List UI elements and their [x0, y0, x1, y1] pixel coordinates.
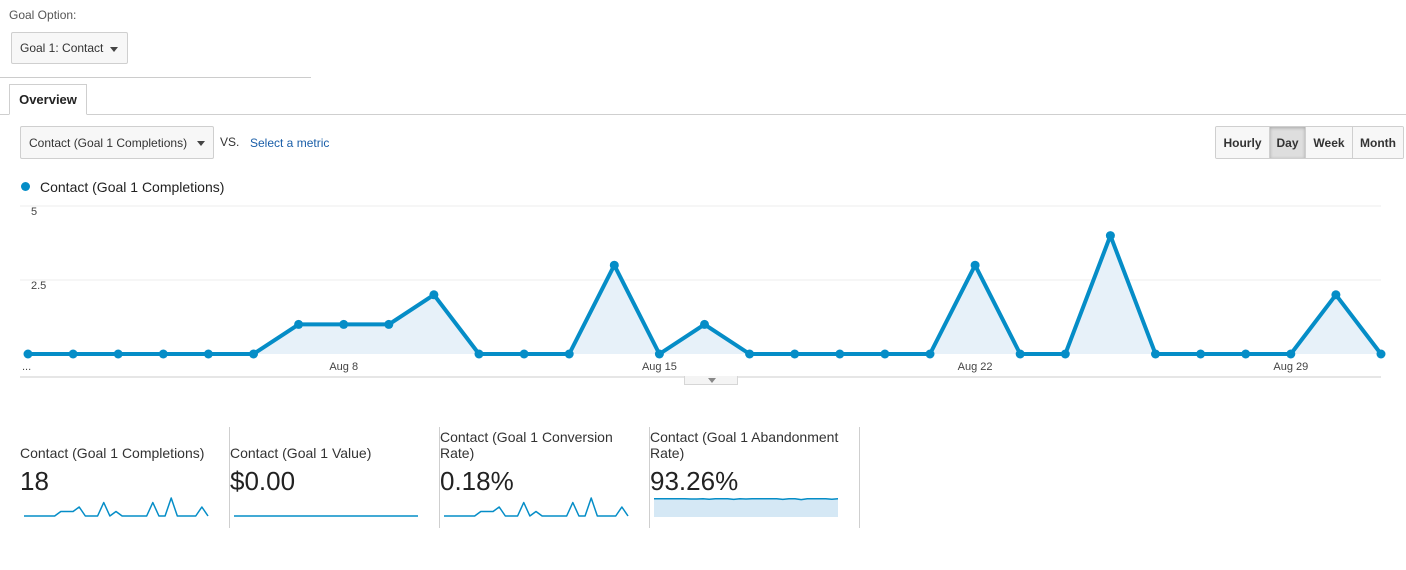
data-point[interactable]: [249, 349, 258, 359]
data-point[interactable]: [384, 319, 394, 329]
legend-dot-icon: [21, 182, 30, 191]
sparkline-line: [24, 497, 209, 517]
sparkline: [24, 497, 209, 517]
data-point[interactable]: [294, 319, 304, 329]
y-tick-label: 5: [31, 206, 37, 218]
data-point[interactable]: [1241, 349, 1251, 359]
y-tick-label: 2.5: [31, 280, 46, 292]
metric-value: $0.00: [230, 466, 296, 496]
sparkline: [444, 497, 629, 517]
vs-label: VS.: [220, 135, 240, 149]
tabs-divider: [0, 114, 1406, 115]
metric-card-completions[interactable]: Contact (Goal 1 Completions) 18: [20, 427, 230, 528]
hourly-button[interactable]: Hourly: [1216, 127, 1269, 158]
data-point[interactable]: [68, 349, 78, 359]
data-point[interactable]: [609, 260, 619, 270]
metric-label: Contact (Goal 1 Completions): [20, 445, 205, 461]
month-button[interactable]: Month: [1352, 127, 1403, 158]
metric-card-conversion-rate[interactable]: Contact (Goal 1 Conversion Rate) 0.18%: [440, 427, 650, 528]
metric-label: Contact (Goal 1 Value): [230, 445, 372, 461]
select-metric-link[interactable]: Select a metric: [250, 136, 330, 150]
data-point[interactable]: [654, 349, 664, 359]
x-tick-label: Aug 29: [1273, 361, 1308, 373]
x-tick-label: Aug 15: [642, 361, 677, 373]
goal-option-label: Goal Option:: [9, 8, 77, 22]
x-tick-label: ...: [22, 361, 31, 373]
data-point[interactable]: [1331, 290, 1341, 300]
sparkline: [234, 515, 418, 517]
data-point[interactable]: [1151, 349, 1160, 359]
data-point[interactable]: [1196, 349, 1206, 359]
metric-value: 93.26%: [650, 466, 739, 496]
data-point[interactable]: [880, 349, 890, 359]
data-point[interactable]: [970, 260, 980, 270]
data-point[interactable]: [700, 319, 709, 329]
primary-metric-selected: Contact (Goal 1 Completions): [29, 135, 188, 150]
chevron-down-icon: [708, 378, 716, 383]
data-point[interactable]: [1286, 349, 1296, 359]
x-tick-label: Aug 22: [958, 361, 993, 373]
metric-label: Contact (Goal 1 Conversion Rate): [440, 429, 613, 461]
data-point[interactable]: [339, 319, 349, 329]
primary-metric-dropdown[interactable]: Contact (Goal 1 Completions): [20, 126, 214, 159]
data-point[interactable]: [158, 349, 168, 359]
data-point[interactable]: [1060, 349, 1070, 359]
data-point[interactable]: [1105, 231, 1115, 241]
line-chart: 5 2.5... Aug 8 Aug 15 Aug 22 Aug 29: [20, 205, 1386, 378]
sparkline-line: [654, 498, 839, 501]
chevron-down-icon: [197, 141, 205, 146]
data-point[interactable]: [113, 349, 123, 359]
data-point[interactable]: [429, 290, 439, 300]
sparkline: [654, 498, 839, 517]
metric-label: Contact (Goal 1 Abandonment Rate): [650, 429, 839, 461]
metric-value: 18: [20, 466, 49, 496]
data-point[interactable]: [790, 349, 800, 359]
legend-label: Contact (Goal 1 Completions): [40, 179, 225, 195]
data-point[interactable]: [745, 349, 755, 359]
sparkline-area: [654, 498, 838, 517]
data-point[interactable]: [203, 349, 213, 359]
data-point[interactable]: [474, 349, 484, 359]
data-point[interactable]: [925, 349, 935, 359]
sparkline-line: [444, 497, 629, 517]
week-button[interactable]: Week: [1305, 127, 1352, 158]
area-fill: [28, 235, 1381, 354]
data-point[interactable]: [23, 349, 33, 359]
day-button[interactable]: Day: [1269, 127, 1305, 158]
metric-card-abandonment-rate[interactable]: Contact (Goal 1 Abandonment Rate) 93.26%: [650, 427, 860, 528]
divider: [0, 77, 311, 78]
chart-collapse-handle[interactable]: [684, 376, 738, 385]
time-range-toggle: Hourly Day Week Month: [1215, 126, 1404, 159]
tab-overview-label: Overview: [19, 92, 77, 107]
goal-option-dropdown[interactable]: Goal 1: Contact: [11, 32, 128, 64]
data-point[interactable]: [1015, 349, 1025, 359]
data-point[interactable]: [835, 349, 845, 359]
metric-value: 0.18%: [440, 466, 514, 496]
goal-option-selected: Goal 1: Contact: [20, 41, 104, 55]
x-tick-label: Aug 8: [329, 361, 358, 373]
data-point[interactable]: [519, 349, 529, 359]
metric-card-value[interactable]: Contact (Goal 1 Value) $0.00: [230, 427, 440, 528]
tab-overview[interactable]: Overview: [9, 84, 87, 115]
data-point[interactable]: [564, 349, 574, 359]
data-point[interactable]: [1376, 349, 1386, 359]
chevron-down-icon: [110, 47, 118, 52]
